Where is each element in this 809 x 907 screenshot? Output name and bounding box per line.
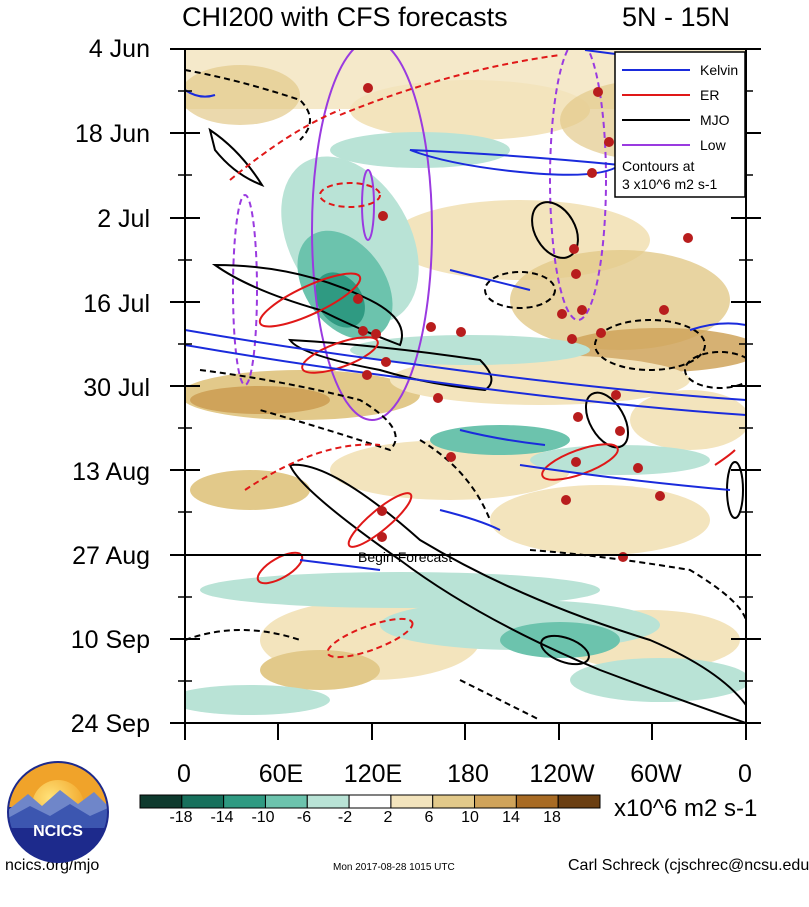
site-link[interactable]: ncics.org/mjo: [5, 857, 100, 874]
legend-er: ER: [700, 87, 719, 103]
legend-mjo: MJO: [700, 112, 730, 128]
colorbar-tick-label: -6: [296, 809, 312, 826]
colorbar-swatch: [557, 794, 601, 809]
colorbar-tick-label: 6: [424, 809, 434, 826]
x-tick-label: 120E: [343, 760, 403, 788]
legend-low: Low: [700, 137, 727, 153]
logo-text: NCICS: [33, 823, 83, 840]
legend-kelvin: Kelvin: [700, 62, 738, 78]
ncics-logo: NCICS: [7, 761, 109, 863]
colorbar-swatch: [348, 794, 392, 809]
x-tick-label: 0: [738, 760, 752, 788]
y-tick-label: 16 Jul: [83, 290, 150, 318]
colorbar-tick-label: -18: [169, 809, 193, 826]
x-tick-label: 180: [447, 760, 489, 788]
x-tick-label: 60E: [258, 760, 304, 788]
contours: [185, 49, 746, 723]
x-tick-label: 60W: [630, 760, 682, 788]
colorbar-swatch: [474, 794, 517, 809]
er-contour: [229, 109, 341, 181]
x-ticks: [184, 723, 747, 740]
colorbar-swatch: [432, 794, 476, 809]
colorbar-units: x10^6 m2 s-1: [614, 795, 758, 822]
chart-subtitle: 5N - 15N: [622, 2, 731, 32]
colorbar-tick-label: 18: [543, 809, 561, 826]
chart-title: CHI200 with CFS forecasts: [182, 2, 508, 32]
timestamp: Mon 2017-08-28 1015 UTC: [333, 862, 455, 873]
colorbar-tick-label: -10: [251, 809, 275, 826]
colorbar-swatch: [515, 794, 559, 809]
y-tick-label: 24 Sep: [70, 710, 150, 738]
y-tick-label: 4 Jun: [88, 35, 150, 63]
colorbar-tick-label: 10: [461, 809, 479, 826]
y-tick-label: 13 Aug: [72, 458, 150, 486]
y-tick-label: 27 Aug: [72, 542, 150, 570]
forecast-label: Begin Forecast: [358, 549, 452, 565]
kelvin-contour: [185, 329, 746, 401]
y-tick-label: 10 Sep: [70, 626, 150, 654]
colorbar-tick-label: 2: [383, 809, 393, 826]
colorbar-swatch: [264, 794, 308, 809]
colorbar-tick-label: -2: [337, 809, 353, 826]
colorbar-swatch: [306, 794, 350, 809]
colorbar-tick-label: -14: [210, 809, 234, 826]
x-tick-label: 0: [177, 760, 191, 788]
colorbar-swatch: [181, 794, 225, 809]
colorbar-swatch: [223, 794, 266, 809]
colorbar-swatch: [390, 794, 434, 809]
storm-markers: [353, 83, 693, 562]
colorbar: [139, 794, 601, 809]
low-contour: [311, 49, 433, 421]
legend-note-line1: Contours at: [622, 158, 694, 174]
colorbar-swatch: [139, 794, 183, 809]
colorbar-tick-label: 14: [502, 809, 520, 826]
author-credit: Carl Schreck (cjschrec@ncsu.edu): [568, 857, 809, 874]
mjo-contour: [208, 127, 265, 187]
y-tick-label: 18 Jun: [74, 120, 150, 148]
y-tick-label: 30 Jul: [83, 374, 150, 402]
x-tick-label: 120W: [529, 760, 595, 788]
y-tick-label: 2 Jul: [97, 205, 150, 233]
y-ticks: [170, 48, 761, 724]
legend: Kelvin ER MJO Low Contours at 3 x10^6 m2…: [614, 51, 746, 198]
legend-note-line2: 3 x10^6 m2 s-1: [622, 176, 717, 192]
